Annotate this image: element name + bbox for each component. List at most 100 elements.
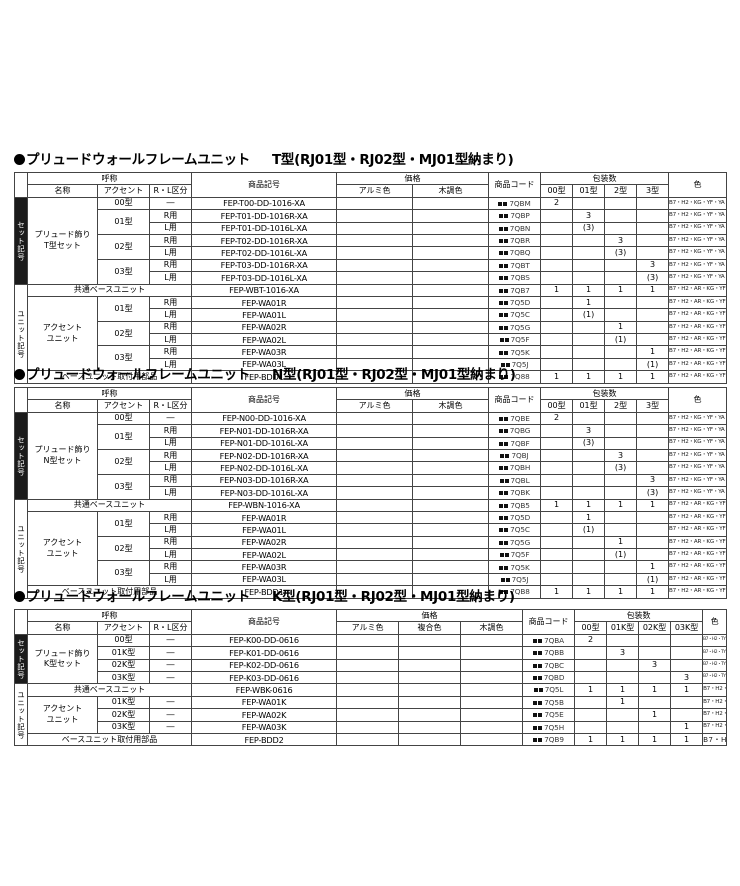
table-row[interactable]: L用 FEP-N02-DD-1016L-XA 7QBH (3) B7・H2・KG・YF・… [15,461,728,475]
cell-set-group-name: プリュード飾り N型セット [27,411,98,500]
color-swatch-square-icon [498,226,503,231]
cell-accent: 02K型 [97,658,150,672]
product-table-T: 呼称 商品記号 価格 商品コード 包装数色名称 アクセント R・L区分 アルミ色 木調色 00型 0… [14,171,728,384]
table-row[interactable]: 03型 R用 FEP-N03-DD-1016R-XA 7QBL 3 B7・H2・KG・YF… [15,473,728,500]
cell-qty-2 [572,548,606,562]
cell-qty-2 [572,320,606,335]
table-row[interactable]: アクセントユニット01K型―FEP-WA01K7Q5B1B7・H2・AR・KG・… [15,695,728,734]
header-rl: R・L区分 [148,184,193,198]
table-row[interactable]: L用 FEP-T01-DD-1016L-XA 7QBN (3) B7・H2・KG・YF・… [15,221,728,235]
cell-price-2 [398,683,462,697]
table-row[interactable]: ユニット記号 共通ベースユニット FEP-WBK-0616 7Q5L 1 1 1 1 B7・H2… [14,683,728,747]
table-row[interactable]: 02K型―FEP-K02-DD-0616 7QBC 3 B7・H2・TY・4F・M0・… [15,658,728,672]
cell-price-1 [336,585,414,599]
cell-color: B7・H2・AR・KG・YF・YA・W6 [668,535,728,550]
cell-qty-1 [540,560,574,574]
cell-product-code: 7QB7 [488,283,542,297]
cell-qty-4 [636,308,670,322]
cell-product-code: 7QBD [522,670,576,685]
cell-qty-2: 1 [572,295,606,310]
cell-price-2 [398,695,462,710]
table-row[interactable]: アクセント ユニット 01型 R用 FEP-WA01R 7Q5D 1 B7・H2・AR・KG・… [15,510,728,587]
table-row[interactable]: L用 FEP-N01-DD-1016L-XA 7QBF (3) B7・H2・KG・YF・… [15,436,728,450]
product-table-K: 呼称 商品記号 価格 商品コード 包装数色名称 アクセント R・L区分 アルミ色 複合色 木調色 0… [14,608,728,747]
cell-product-code: 7Q5J [488,572,542,587]
color-swatch-square-icon [503,251,508,256]
color-swatch-square-icon [504,503,509,508]
header-price-2: 木調色 [412,184,490,198]
table-row[interactable]: 01型 R用 FEP-T01-DD-1016R-XA 7QBP 3 B7・H2・KG・YF… [15,209,728,235]
cell-qty-2: 3 [606,646,640,660]
table-row[interactable]: セット記号 プリュード飾り N型セット 00型 ― FEP-N00-DD-1016-XA 7… [14,411,728,500]
cell-product-symbol: FEP-WA01L [191,523,338,537]
table-row[interactable]: 02型 R用 FEP-N02-DD-1016R-XA 7QBJ 3 B7・H2・KG・YF… [15,448,728,475]
cell-price-2 [412,271,490,285]
table-row[interactable]: ユニット記号 共通ベースユニット FEP-WBT-1016-XA 7QB7 1 1 1 1 B7… [14,283,728,384]
cell-price-1 [336,560,414,574]
cell-set-group-name: プリュード飾り K型セット [27,633,98,685]
cell-qty-3 [604,295,638,310]
table-header-row-group: 呼称 商品記号 価格 商品コード 包装数色 [14,386,728,413]
color-swatch-square-icon [504,313,509,318]
table-row[interactable]: 01型 R用 FEP-N01-DD-1016R-XA 7QBG 3 B7・H2・KG・YF… [15,424,728,450]
cell-qty-2 [572,233,606,248]
table-row[interactable]: ベースユニット取付用部品 FEP-BDD1 7Q88 1 1 1 1 B7・H2・AR・KG・… [15,370,728,384]
cell-qty-1 [540,473,574,488]
cell-product-symbol: FEP-N01-DD-1016R-XA [191,424,338,438]
cell-qty-4: 1 [670,720,704,734]
table-row[interactable]: アクセント ユニット 01型 R用 FEP-WA01R 7Q5D 1 B7・H2・AR・KG・… [15,295,728,372]
cell-price-1 [336,535,414,550]
cell-qty-4: (1) [636,572,670,587]
cell-qty-4 [636,196,670,211]
table-row[interactable]: ユニット記号 共通ベースユニット FEP-WBN-1016-XA 7QB5 1 1 1 1 B7… [14,498,728,599]
table-row[interactable]: セット記号 プリュード飾り K型セット 00型 ― FEP-K00-DD-0616 7QBA… [14,633,728,685]
cell-qty-2 [606,633,640,648]
cell-qty-2: 1 [572,498,606,512]
cell-product-symbol: FEP-N02-DD-1016L-XA [191,461,338,475]
header-side-spacer [14,172,28,198]
cell-qty-3 [638,720,672,734]
side-tab-set-symbol: セット記号 [14,633,28,685]
color-swatch-square-icon [538,651,543,656]
color-swatch-square-icon [499,528,504,533]
cell-qty-4: 3 [636,473,670,488]
cell-price-3 [460,670,524,685]
cell-qty-3: 3 [604,448,638,463]
cell-color: B7・H2・AR・KG・YF・YA・W6 [702,695,728,710]
cell-price-1 [336,246,414,260]
cell-qty-3: 1 [604,320,638,335]
table-row[interactable]: ベースユニット取付用部品 FEP-BDD1 7QB8 1 1 1 1 B7・H2・AR・KG・… [15,585,728,599]
bullet-circle-icon [14,591,25,602]
table-row[interactable]: 02型 R用 FEP-T02-DD-1016R-XA 7QBR 3 B7・H2・KG・YF… [15,233,728,260]
cell-color: B7・H2・AR・KG・YF・YA・W6 [668,357,728,372]
cell-rl: ― [148,658,193,672]
cell-product-symbol: FEP-WA02R [191,535,338,550]
header-pack-qty: 包装数 [574,608,704,623]
cell-color: B7・H2・AR・KG・YF・YA・W6 [668,585,728,599]
cell-qty-3 [604,308,638,322]
table-row[interactable]: 02K型―FEP-WA02K 7Q5E 1 B7・H2・AR・KG・YF・YA・W6 [15,708,728,722]
cell-qty-4 [636,246,670,260]
table-row[interactable]: セット記号 プリュード飾り T型セット 00型 ― FEP-T00-DD-1016-XA 7… [14,196,728,285]
table-row[interactable]: 03型 R用 FEP-T03-DD-1016R-XA 7QBT 3 B7・H2・KG・YF… [15,258,728,285]
cell-color: B7・H2・TY・4F・M0・AN・J0・S1・PY・K0 [702,670,728,685]
cell-qty-2 [572,486,606,500]
table-row[interactable]: 03K型―FEP-WA03K 7Q5H 1B7・H2・AR・KG・YF・YA・W6 [15,720,728,734]
cell-qty-4 [636,448,670,463]
header-pack-3: 02K型 [638,621,672,635]
table-row[interactable]: L用 FEP-T03-DD-1016L-XA 7QBS (3) B7・H2・KG・YF・… [15,271,728,285]
table-row[interactable]: 03K型―FEP-K03-DD-0616 7QBD 3B7・H2・TY・4F・M0・… [15,670,728,685]
table-row[interactable]: 01K型―FEP-K01-DD-0616 7QBB 3 B7・H2・TY・4F・M0・… [15,646,728,660]
cell-qty-2 [572,345,606,359]
header-product-code: 商品コード [488,172,542,198]
product-code-text: 7Q5K [510,347,530,357]
